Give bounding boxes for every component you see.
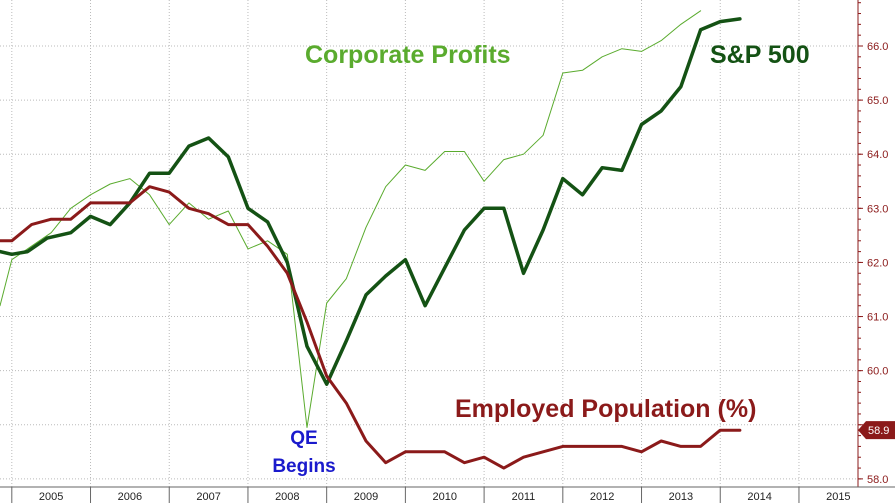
last-value-label: 58.9 [868,425,889,437]
corporate-profits-label: Corporate Profits [305,41,511,69]
x-tick-label: 2006 [118,491,142,503]
y-tick-label: 60.0 [867,366,888,378]
x-tick-label: 2010 [433,491,457,503]
qe-label-line1: QE [290,428,317,449]
y-tick-label: 63.0 [867,203,888,215]
x-tick-label: 2008 [275,491,299,503]
series-line-employed-population [0,185,742,470]
x-tick-label: 2009 [354,491,378,503]
series-line-corporate-profits [0,10,702,428]
series-line-sp500 [0,17,742,386]
x-tick-label: 2011 [512,491,536,503]
x-tick-label: 2012 [590,491,614,503]
y-tick-label: 64.0 [867,149,888,161]
x-tick-label: 2014 [747,491,771,503]
employed-population-label: Employed Population (%) [455,395,756,423]
x-tick-label: 2007 [196,491,220,503]
series-layer [0,10,742,470]
x-tick-label: 2015 [826,491,850,503]
last-value-tag [858,421,895,440]
grid-layer [0,0,858,487]
y-tick-label: 65.0 [867,95,888,107]
label-layer: Corporate Profits S&P 500 Employed Popul… [272,41,809,477]
y-tick-label: 62.0 [867,257,888,269]
x-tick-label: 2013 [669,491,693,503]
y-tick-label: 61.0 [867,312,888,324]
x-tick-label: 2005 [39,491,63,503]
qe-label-line2: Begins [272,456,335,477]
y-tick-label: 58.0 [867,474,888,486]
y-tick-label: 66.0 [867,41,888,53]
sp500-label: S&P 500 [710,41,810,69]
